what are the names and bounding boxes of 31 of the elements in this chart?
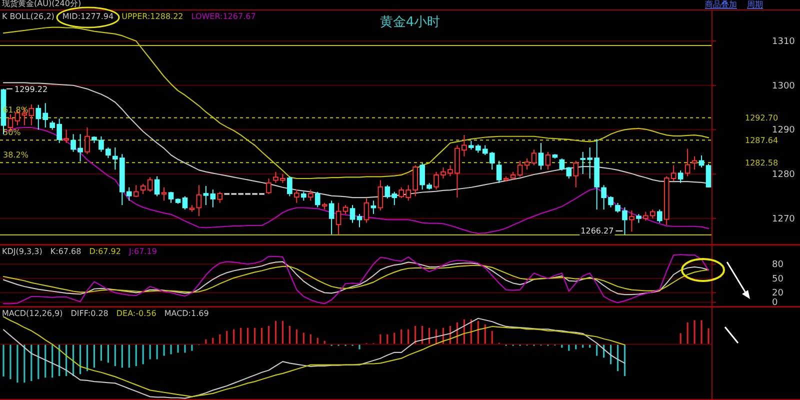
y-tick-label: 1280 [772, 170, 796, 180]
ref-line-label: 1292.70 [745, 114, 778, 123]
y-tick-label: 80 [772, 260, 784, 270]
text: MACD:1.69 [164, 309, 209, 318]
legend-title: KDJ(9,3,3) [2, 247, 42, 256]
text: J:67.19 [128, 247, 157, 256]
legend-title: K BOLL(26,2) [2, 12, 54, 21]
chart-title: 黄金4小时 [380, 15, 440, 30]
text: 商品叠加 [705, 0, 737, 9]
y-tick-label: 20 [772, 288, 784, 299]
text: LOWER:1267.67 [191, 12, 256, 21]
text: MID:1277.94 [62, 12, 114, 21]
y-tick-label: 1310 [772, 37, 796, 48]
y-tick-label: 0 [772, 298, 778, 308]
legend-title: MACD(12,26,9) [2, 309, 63, 318]
ref-line-label: 1287.64 [745, 136, 778, 146]
series-label: UPPER:1288.22 [122, 12, 184, 21]
y-tick-label: 1290 [772, 126, 796, 136]
text: 周期 [747, 0, 763, 9]
annotation: 50% [3, 128, 22, 138]
y-tick-label: 1300 [772, 81, 796, 92]
text: K:67.68 [50, 247, 82, 256]
y-tick-label: 1270 [772, 214, 796, 224]
text: DIFF:0.28 [70, 309, 108, 318]
annotation: 38.2% [3, 150, 29, 160]
text: D:67.92 [89, 247, 121, 256]
y-tick-label: 50 [772, 274, 784, 284]
annotation: 1299.22 [14, 84, 48, 94]
ref-line-label: 1282.58 [745, 158, 778, 168]
text: DEA:-0.56 [116, 309, 156, 318]
annotation: 1266.27 [580, 226, 614, 236]
